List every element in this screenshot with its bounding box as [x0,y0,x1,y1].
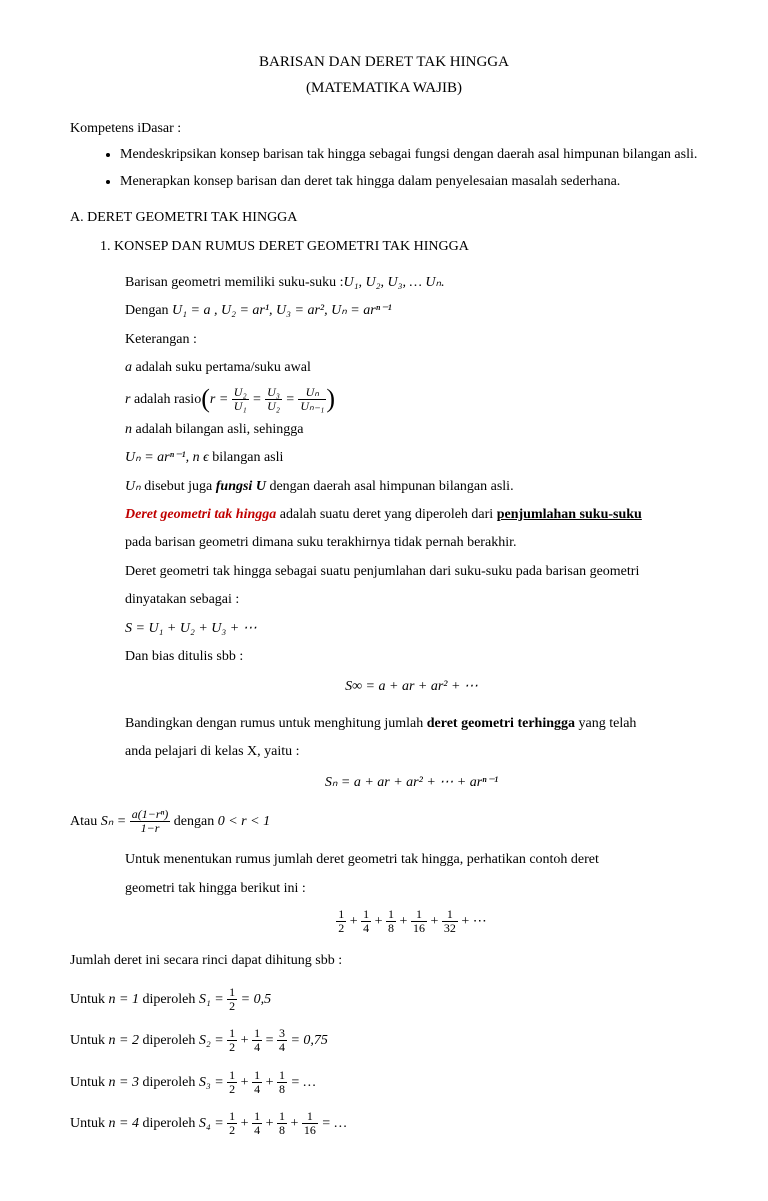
math-text: = 0,75 [287,1033,328,1048]
math-text: S∞ = a + ar + ar² + ⋯ [345,679,478,694]
document-subtitle: (MATEMATIKA WAJIB) [70,76,698,100]
text: Untuk [70,1116,109,1131]
kompetensi-label: Kompetens iDasar : [70,118,698,140]
text: Barisan geometri memiliki suku-suku : [125,275,344,290]
text: diperoleh [139,1033,199,1048]
math-text: U₁, U₂, U₃, … Uₙ. [344,275,445,290]
paragraph: geometri tak hingga berikut ini : [125,878,698,900]
text: Untuk [70,1033,109,1048]
math-text: n = 1 [109,992,139,1007]
heading-a: A. DERET GEOMETRI TAK HINGGA [70,207,698,229]
paragraph: Keterangan : [125,329,698,351]
document-title: BARISAN DAN DERET TAK HINGGA [70,50,698,74]
math-text: S = U₁ + U₂ + U₃ + ⋯ [125,621,257,636]
paragraph: Untuk n = 1 diperoleh S₁ = 12 = 0,5 [70,986,698,1013]
paragraph: Barisan geometri memiliki suku-suku :U₁,… [125,272,698,294]
math-text: n = 3 [109,1075,139,1090]
text: disebut juga [141,479,216,494]
math-text: = … [318,1116,347,1131]
text: dengan daerah asal himpunan bilangan asl… [266,479,514,494]
heading-1: 1. KONSEP DAN RUMUS DERET GEOMETRI TAK H… [100,236,698,258]
math-text: n = 2 [109,1033,139,1048]
paragraph: Untuk n = 2 diperoleh S₂ = 12 + 14 = 34 … [70,1027,698,1054]
math-text: n = 4 [109,1116,139,1131]
text: yang telah [575,716,636,731]
kompetensi-list: Mendeskripsikan konsep barisan tak hingg… [70,144,698,193]
paragraph: n adalah bilangan asli, sehingga [125,419,698,441]
text: diperoleh [139,1116,199,1131]
content-body: Barisan geometri memiliki suku-suku :U₁,… [125,272,698,794]
paragraph: r adalah rasio(r = U₂U₁ = U₃U₂ = UₙUₙ₋₁) [125,386,698,413]
red-text: Deret geometri tak hingga [125,507,276,522]
math-text: U₁ = a , U₂ = ar¹, U₃ = ar², Uₙ = arⁿ⁻¹ [172,303,392,318]
text: adalah suatu deret yang diperoleh dari [276,507,496,522]
paragraph: Untuk n = 4 diperoleh S₄ = 12 + 14 + 18 … [70,1110,698,1137]
math-text: = … [287,1075,316,1090]
underline-text: penjumlahan suku-suku [497,507,642,522]
text: adalah bilangan asli, sehingga [132,422,303,437]
math-var: n [125,422,132,437]
text: diperoleh [139,1075,199,1090]
content-body-2: Untuk menentukan rumus jumlah deret geom… [125,849,698,935]
math-text: 0 < r < 1 [218,814,270,829]
list-item: Mendeskripsikan konsep barisan tak hingg… [120,144,698,166]
text: Untuk [70,992,109,1007]
math-var: Uₙ [125,479,141,494]
bold-text: fungsi U [216,479,266,494]
math-text: Sₙ = a + ar + ar² + ⋯ + arⁿ⁻¹ [325,775,498,790]
equation-centered: S∞ = a + ar + ar² + ⋯ [125,676,698,698]
bold-text: deret geometri terhingga [427,716,575,731]
equation-centered: Sₙ = a + ar + ar² + ⋯ + arⁿ⁻¹ [125,772,698,794]
math-text: Uₙ = arⁿ⁻¹, n ϵ [125,450,212,465]
equation-centered: 12 + 14 + 18 + 116 + 132 + ⋯ [125,908,698,935]
paragraph: anda pelajari di kelas X, yaitu : [125,741,698,763]
text: bilangan asli [212,450,283,465]
list-item: Menerapkan konsep barisan dan deret tak … [120,171,698,193]
paragraph: Jumlah deret ini secara rinci dapat dihi… [70,950,698,972]
paragraph: Uₙ = arⁿ⁻¹, n ϵ bilangan asli [125,447,698,469]
paragraph: Untuk n = 3 diperoleh S₃ = 12 + 14 + 18 … [70,1069,698,1096]
text: adalah suku pertama/suku awal [132,360,311,375]
paragraph: Dengan U₁ = a , U₂ = ar¹, U₃ = ar², Uₙ =… [125,300,698,322]
paragraph: a adalah suku pertama/suku awal [125,357,698,379]
paragraph: pada barisan geometri dimana suku terakh… [125,532,698,554]
paragraph: dinyatakan sebagai : [125,589,698,611]
paragraph: Bandingkan dengan rumus untuk menghitung… [125,713,698,735]
text: Untuk [70,1075,109,1090]
text: dengan [170,814,217,829]
paragraph: Deret geometri tak hingga adalah suatu d… [125,504,698,526]
text: diperoleh [139,992,199,1007]
paragraph: Atau Sₙ = a(1−rⁿ)1−r dengan 0 < r < 1 [70,808,698,835]
paragraph: S = U₁ + U₂ + U₃ + ⋯ [125,618,698,640]
paragraph: Deret geometri tak hingga sebagai suatu … [125,561,698,583]
paragraph: Untuk menentukan rumus jumlah deret geom… [125,849,698,871]
math-text: = 0,5 [237,992,271,1007]
math-text: a [125,360,132,375]
paragraph: Uₙ disebut juga fungsi U dengan daerah a… [125,476,698,498]
text: Bandingkan dengan rumus untuk menghitung… [125,716,427,731]
text: Dengan [125,303,172,318]
paragraph: Dan bias ditulis sbb : [125,646,698,668]
text: adalah rasio [130,391,201,406]
text: Atau [70,814,101,829]
